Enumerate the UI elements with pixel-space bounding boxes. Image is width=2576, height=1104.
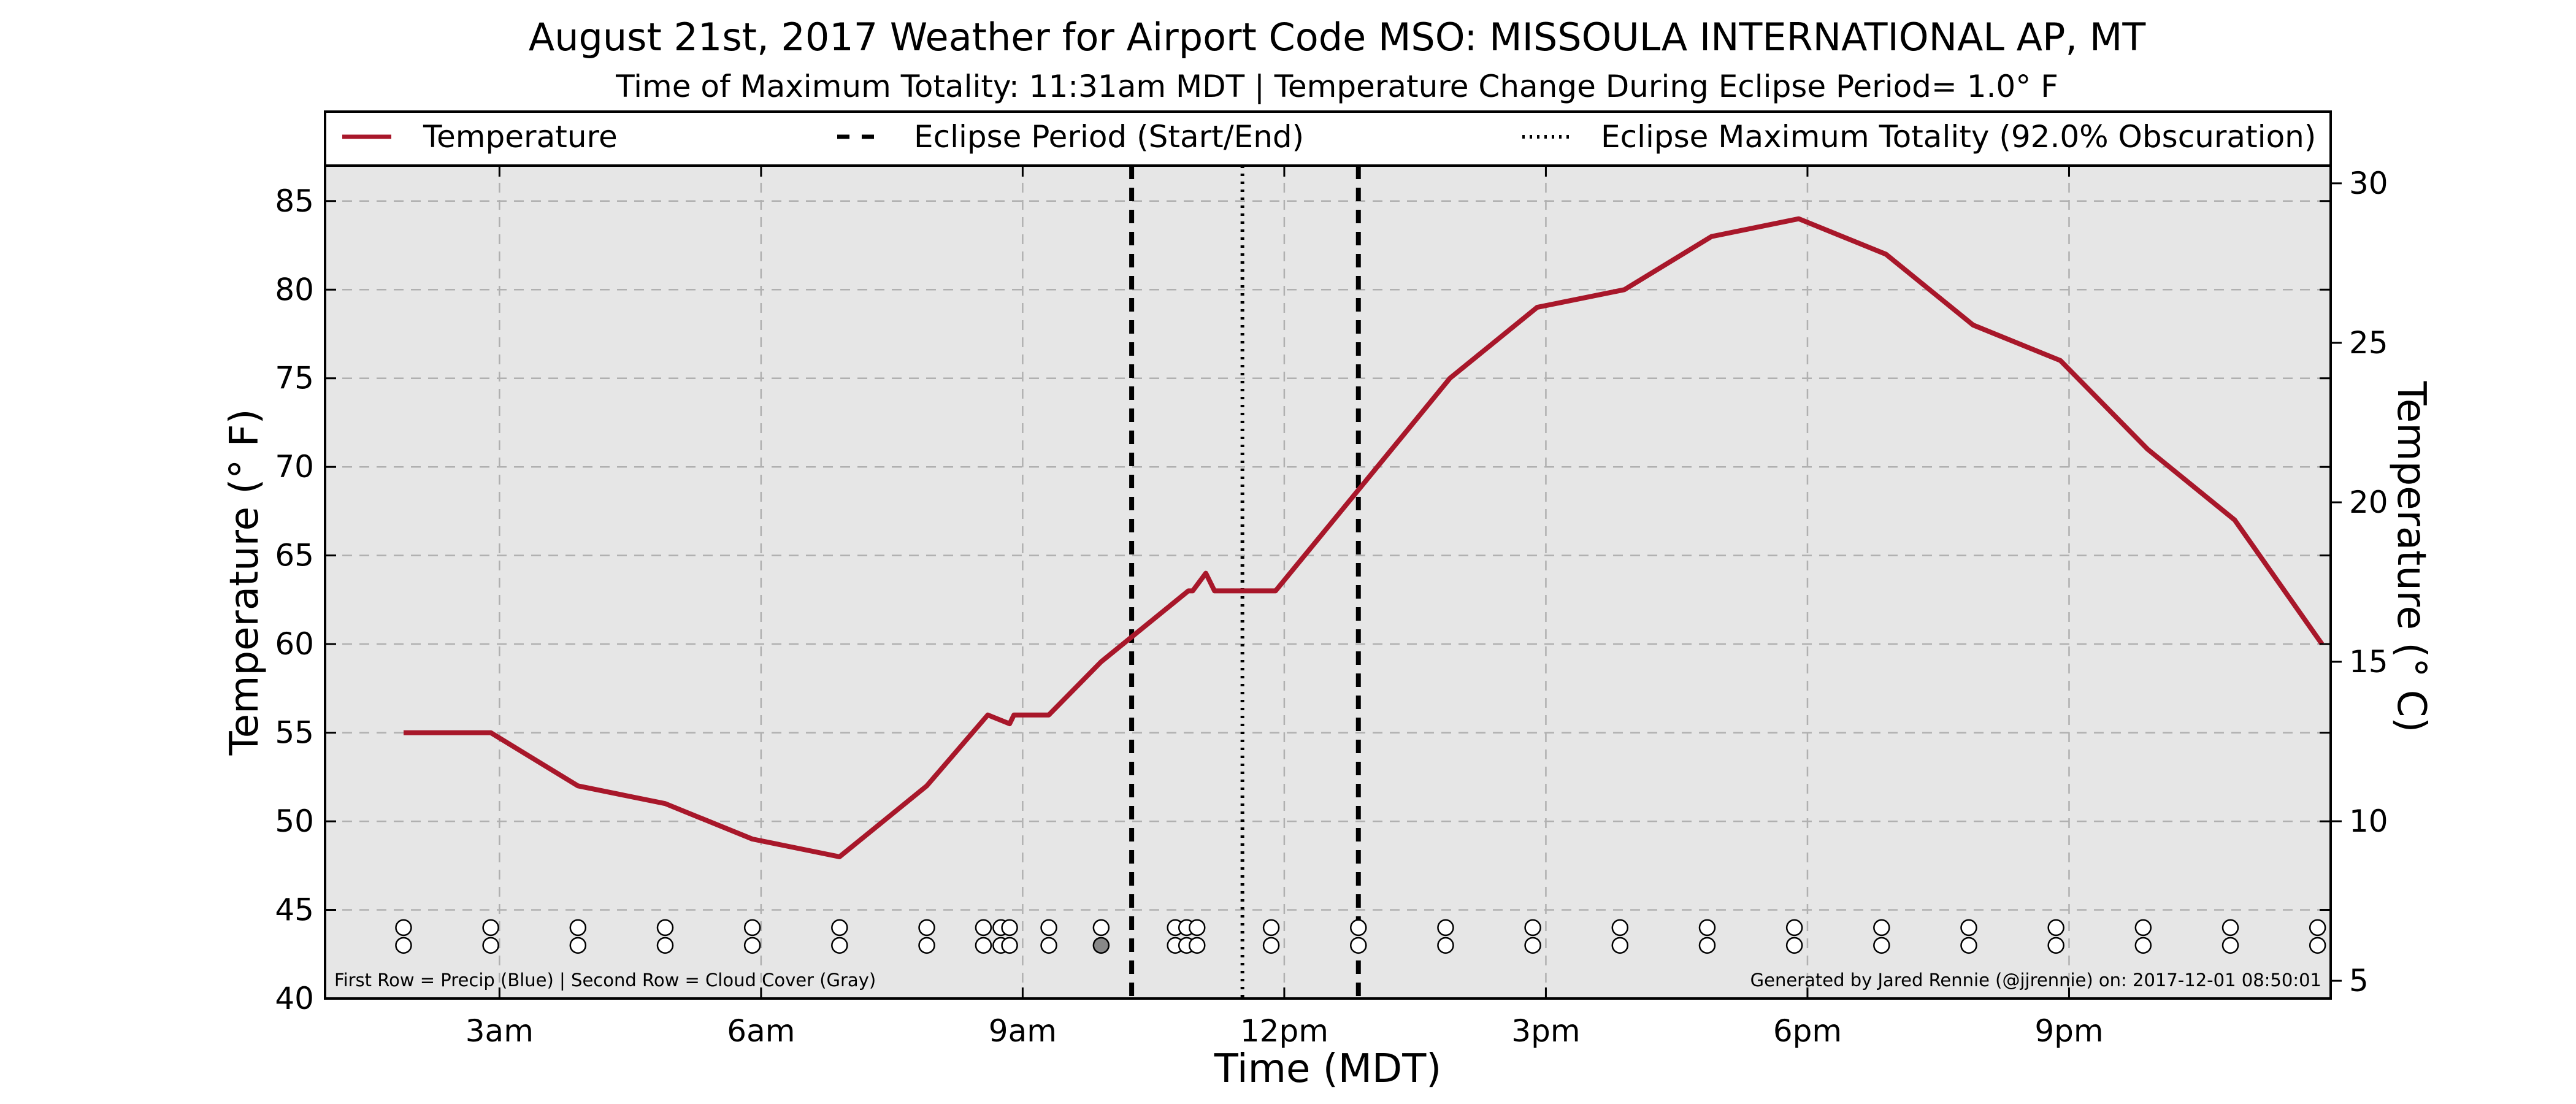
marker-row2 bbox=[482, 937, 499, 954]
marker-row2 bbox=[395, 937, 412, 954]
footnote-right: Generated by Jared Rennie (@jjrennie) on… bbox=[1750, 970, 2321, 991]
marker-row1 bbox=[1785, 919, 1803, 937]
marker-row2 bbox=[1785, 937, 1803, 954]
marker-row2 bbox=[1001, 937, 1018, 954]
marker-row1 bbox=[656, 919, 674, 937]
y-right-tick-label: 25 bbox=[2349, 325, 2388, 361]
marker-row2 bbox=[1040, 937, 1057, 954]
x-tick-label: 12pm bbox=[1240, 1013, 1328, 1049]
marker-row1 bbox=[831, 919, 848, 937]
x-axis-label: Time (MDT) bbox=[1214, 1046, 1442, 1092]
y-tick-label: 45 bbox=[275, 892, 314, 928]
y-tick-label: 80 bbox=[275, 272, 314, 307]
marker-row2 bbox=[1873, 937, 1890, 954]
marker-row2 bbox=[1960, 937, 1977, 954]
eclipse-lines bbox=[1129, 166, 1361, 999]
marker-row2 bbox=[656, 937, 674, 954]
y-tick-label: 70 bbox=[275, 449, 314, 485]
marker-row2 bbox=[743, 937, 761, 954]
marker-row2 bbox=[975, 937, 992, 954]
y-tick-label: 85 bbox=[275, 183, 314, 219]
marker-row2 bbox=[1611, 937, 1629, 954]
chart-subtitle: Time of Maximum Totality: 11:31am MDT | … bbox=[615, 69, 2058, 104]
marker-row1 bbox=[1188, 919, 1206, 937]
y-right-tick-label: 15 bbox=[2349, 644, 2388, 680]
marker-row1 bbox=[2134, 919, 2152, 937]
marker-row1 bbox=[569, 919, 587, 937]
marker-row2 bbox=[1437, 937, 1454, 954]
y-right-tick-label: 5 bbox=[2349, 963, 2369, 999]
x-tick-label: 3am bbox=[466, 1013, 534, 1049]
series bbox=[404, 216, 2325, 859]
marker-row1 bbox=[1001, 919, 1018, 937]
temperature-line bbox=[404, 216, 2325, 859]
marker-row1 bbox=[395, 919, 412, 937]
marker-row1 bbox=[1262, 919, 1280, 937]
marker-row1 bbox=[2047, 919, 2064, 937]
plot-background bbox=[325, 166, 2331, 999]
marker-row2 bbox=[1262, 937, 1280, 954]
y-tick-label: 40 bbox=[275, 981, 314, 1016]
marker-row2 bbox=[2134, 937, 2152, 954]
marker-row1 bbox=[1437, 919, 1454, 937]
x-tick-label: 6am bbox=[727, 1013, 795, 1049]
y-tick-label: 50 bbox=[275, 803, 314, 839]
legend-eclipse-period-label: Eclipse Period (Start/End) bbox=[914, 119, 1304, 155]
marker-row2 bbox=[2221, 937, 2239, 954]
marker-row2 bbox=[1188, 937, 1206, 954]
marker-row1 bbox=[975, 919, 992, 937]
y-right-tick-label: 20 bbox=[2349, 485, 2388, 520]
x-tick-label: 9pm bbox=[2034, 1013, 2103, 1049]
marker-row1 bbox=[1350, 919, 1367, 937]
marker-row2 bbox=[831, 937, 848, 954]
y-tick-label: 55 bbox=[275, 715, 314, 751]
markers bbox=[395, 919, 2326, 954]
marker-row2 bbox=[2309, 937, 2326, 954]
marker-row2 bbox=[569, 937, 587, 954]
x-tick-label: 6pm bbox=[1773, 1013, 1842, 1049]
chart-title: August 21st, 2017 Weather for Airport Co… bbox=[529, 15, 2147, 59]
x-tick-label: 9am bbox=[989, 1013, 1057, 1049]
axis-ticks: 40 45 50 55 60 65 70 75 80 85 5 10 15 20 25 30 3am 6am 9am… bbox=[275, 166, 2388, 1049]
marker-row1 bbox=[743, 919, 761, 937]
marker-row1 bbox=[2221, 919, 2239, 937]
footnote-left: First Row = Precip (Blue) | Second Row =… bbox=[334, 970, 876, 991]
marker-row1 bbox=[1524, 919, 1541, 937]
marker-row1 bbox=[1040, 919, 1057, 937]
y-axis-label-left: Temperature (° F) bbox=[222, 409, 267, 756]
x-tick-label: 3pm bbox=[1511, 1013, 1580, 1049]
y-axis-label-right: Temperature (° C) bbox=[2388, 381, 2434, 733]
marker-row1 bbox=[1092, 919, 1110, 937]
y-right-tick-label: 30 bbox=[2349, 166, 2388, 201]
marker-row1 bbox=[1698, 919, 1716, 937]
marker-row2 bbox=[2047, 937, 2064, 954]
marker-row2 bbox=[1350, 937, 1367, 954]
marker-row1 bbox=[2309, 919, 2326, 937]
marker-row2 bbox=[918, 937, 935, 954]
y-tick-label: 75 bbox=[275, 361, 314, 396]
marker-row1 bbox=[1960, 919, 1977, 937]
marker-row1 bbox=[482, 919, 499, 937]
y-right-tick-label: 10 bbox=[2349, 803, 2388, 839]
legend-box bbox=[324, 110, 2332, 167]
y-tick-label: 60 bbox=[275, 626, 314, 662]
marker-row2 bbox=[1092, 937, 1110, 954]
marker-row2 bbox=[1524, 937, 1541, 954]
marker-row1 bbox=[1873, 919, 1890, 937]
marker-row1 bbox=[918, 919, 935, 937]
marker-row2 bbox=[1698, 937, 1716, 954]
legend-temperature-label: Temperature bbox=[423, 119, 618, 155]
marker-row1 bbox=[1611, 919, 1629, 937]
legend: Temperature Eclipse Period (Start/End) E… bbox=[324, 110, 2332, 167]
legend-eclipse-max-label: Eclipse Maximum Totality (92.0% Obscurat… bbox=[1601, 119, 2316, 155]
y-tick-label: 65 bbox=[275, 538, 314, 573]
